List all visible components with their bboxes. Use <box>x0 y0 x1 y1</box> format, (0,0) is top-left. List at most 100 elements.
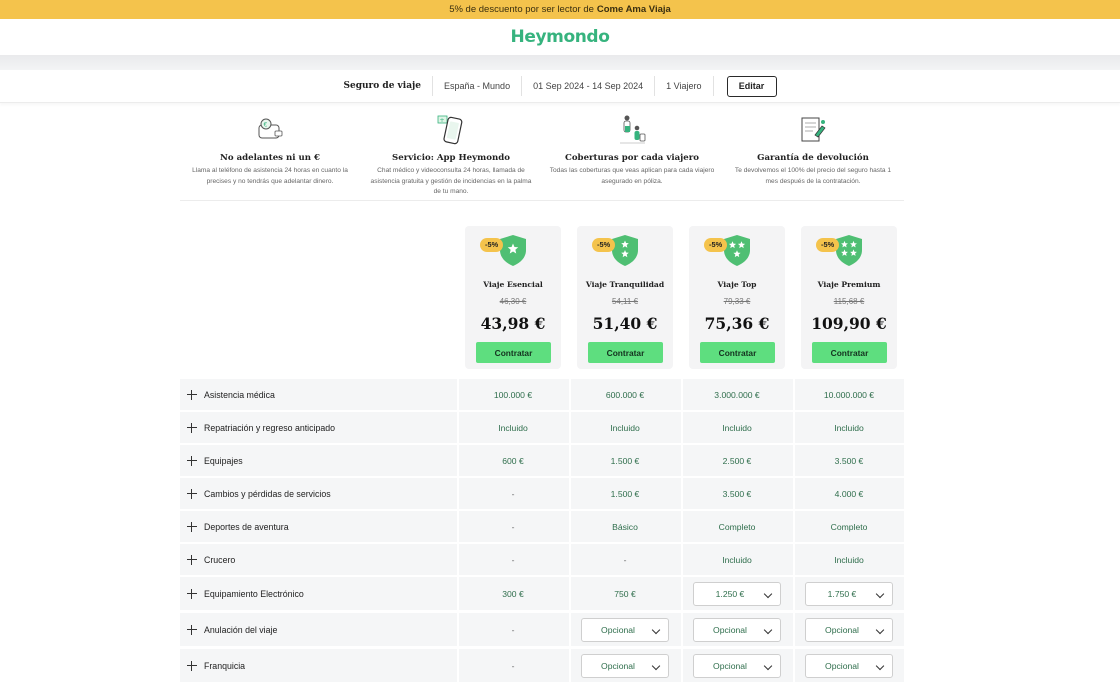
feature-per-traveler: Coberturas por cada viajero Todas las co… <box>542 113 722 187</box>
plan-shield-icon <box>500 235 526 266</box>
coverage-cell: Opcional <box>569 613 679 646</box>
plan-old-price: 115,68 € <box>833 297 865 306</box>
coverage-row: Asistencia médica 100.000 € 600.000 € 3.000… <box>180 379 904 410</box>
coverage-cell: 600 € <box>457 445 567 476</box>
coverage-value: 100.000 € <box>493 389 533 400</box>
coverage-value: - <box>623 554 627 565</box>
coverage-select[interactable]: 1.250 € <box>693 581 781 606</box>
coverage-value: Básico <box>612 521 638 532</box>
coverage-expand-toggle[interactable]: Franquicia <box>180 649 456 682</box>
plan-shield-icon <box>836 235 862 266</box>
trip-summary-bar: Seguro de viaje España - Mundo 01 Sep 20… <box>0 70 1120 103</box>
header-divider-band <box>0 55 1120 70</box>
plan-old-price: 79,33 € <box>723 297 751 306</box>
feature-text: Te devolvemos el 100% del precio del seg… <box>734 167 892 185</box>
chevron-down-icon <box>763 625 773 634</box>
coverage-cell: Opcional <box>793 649 903 682</box>
coverage-value: 2.500 € <box>722 455 752 466</box>
select-value: 1.750 € <box>827 588 857 599</box>
coverage-cell: 1.500 € <box>569 445 679 476</box>
summary-title: Seguro de viaje <box>343 81 422 91</box>
coverage-expand-toggle[interactable]: Cambios y pérdidas de servicios <box>180 478 456 509</box>
promo-brand: Come Ama Viaja <box>596 4 671 15</box>
coverage-value: 750 € <box>614 588 636 599</box>
coverage-row: Equipamiento Electrónico 300 € 750 € 1.250 … <box>180 577 904 610</box>
contratar-button[interactable]: Contratar <box>812 342 887 363</box>
phone-app-icon: + <box>437 115 463 145</box>
coverage-select[interactable]: Opcional <box>693 617 781 642</box>
plan-card: -5% Viaje Top 79,33 € 75,36 € Contratar <box>689 226 785 369</box>
contratar-button[interactable]: Contratar <box>700 342 775 363</box>
chevron-down-icon <box>875 589 885 598</box>
summary-dates: 01 Sep 2024 - 14 Sep 2024 <box>521 76 654 96</box>
coverage-select[interactable]: Opcional <box>693 653 781 678</box>
coverage-cell: - <box>457 649 567 682</box>
chevron-down-icon <box>763 589 773 598</box>
summary-travelers: 1 Viajero <box>654 76 712 96</box>
feature-text: Llama al teléfono de asistencia 24 horas… <box>192 167 348 185</box>
coverage-cell: Opcional <box>681 613 791 646</box>
coverage-select[interactable]: Opcional <box>805 617 893 642</box>
coverage-value: - <box>511 660 515 671</box>
plan-card: -5% Viaje Tranquilidad 54,11 € 51,40 € Contr… <box>577 226 673 369</box>
discount-badge: -5% <box>704 238 728 252</box>
coverage-value: Completo <box>718 521 756 532</box>
coverage-name: Deportes de aventura <box>204 521 289 532</box>
coverage-cell: 300 € <box>457 577 567 610</box>
coverage-expand-toggle[interactable]: Crucero <box>180 544 456 575</box>
edit-button[interactable]: Editar <box>726 75 777 97</box>
coverage-row: Equipajes 600 € 1.500 € 2.500 € 3.500 € <box>180 445 904 476</box>
coverage-expand-toggle[interactable]: Equipajes <box>180 445 456 476</box>
coverage-name: Equipamiento Electrónico <box>204 588 304 599</box>
coverage-select[interactable]: Opcional <box>581 617 669 642</box>
coverage-expand-toggle[interactable]: Anulación del viaje <box>180 613 456 646</box>
coverage-expand-toggle[interactable]: Deportes de aventura <box>180 511 456 542</box>
coverage-cell: 4.000 € <box>793 478 903 509</box>
features-strip: € No adelantes ni un € Llama al teléfono… <box>180 113 904 201</box>
coverage-select[interactable]: Opcional <box>581 653 669 678</box>
coverage-cell: 1.250 € <box>681 577 791 610</box>
travelers-icon <box>620 115 646 144</box>
contratar-button[interactable]: Contratar <box>476 342 551 363</box>
plan-shield-icon <box>724 235 750 266</box>
coverage-name: Franquicia <box>204 660 246 671</box>
feature-title: Garantía de devolución <box>757 153 869 163</box>
coverage-cell: - <box>457 511 567 542</box>
coverage-cell: - <box>457 613 567 646</box>
select-value: Opcional <box>713 660 747 671</box>
coverage-value: Incluido <box>610 422 640 433</box>
heymondo-logo[interactable]: Heymondo <box>510 27 610 47</box>
plus-icon <box>187 389 197 400</box>
select-value: Opcional <box>713 624 747 635</box>
coverage-cell: Incluido <box>569 412 679 443</box>
plan-old-price: 54,11 € <box>611 297 639 306</box>
coverage-cell: 1.750 € <box>793 577 903 610</box>
coverage-value: Incluido <box>722 554 752 565</box>
contratar-button[interactable]: Contratar <box>588 342 663 363</box>
coverage-cell: Completo <box>793 511 903 542</box>
coverage-expand-toggle[interactable]: Asistencia médica <box>180 379 456 410</box>
coverage-expand-toggle[interactable]: Equipamiento Electrónico <box>180 577 456 610</box>
coverage-select[interactable]: Opcional <box>805 653 893 678</box>
coverage-cell: Básico <box>569 511 679 542</box>
coverage-name: Asistencia médica <box>204 389 275 400</box>
coverage-value: 4.000 € <box>834 488 864 499</box>
coverage-value: 1.500 € <box>610 455 640 466</box>
coverage-cell: - <box>457 544 567 575</box>
coverage-cell: 3.000.000 € <box>681 379 791 410</box>
coverage-expand-toggle[interactable]: Repatriación y regreso anticipado <box>180 412 456 443</box>
coverage-value: - <box>511 554 515 565</box>
wallet-money-icon: € <box>258 118 283 139</box>
coverage-select[interactable]: 1.750 € <box>805 581 893 606</box>
coverage-row: Repatriación y regreso anticipado Incluid… <box>180 412 904 443</box>
coverage-cell: 3.500 € <box>681 478 791 509</box>
plan-name: Viaje Esencial <box>483 280 543 289</box>
chevron-down-icon <box>875 625 885 634</box>
plan-price: 51,40 € <box>592 314 658 333</box>
select-value: Opcional <box>825 624 859 635</box>
coverage-name: Anulación del viaje <box>204 624 278 635</box>
coverage-row: Crucero - - Incluido Incluido <box>180 544 904 575</box>
coverage-cell: Opcional <box>569 649 679 682</box>
coverage-name: Crucero <box>204 554 236 565</box>
coverage-cell: 750 € <box>569 577 679 610</box>
